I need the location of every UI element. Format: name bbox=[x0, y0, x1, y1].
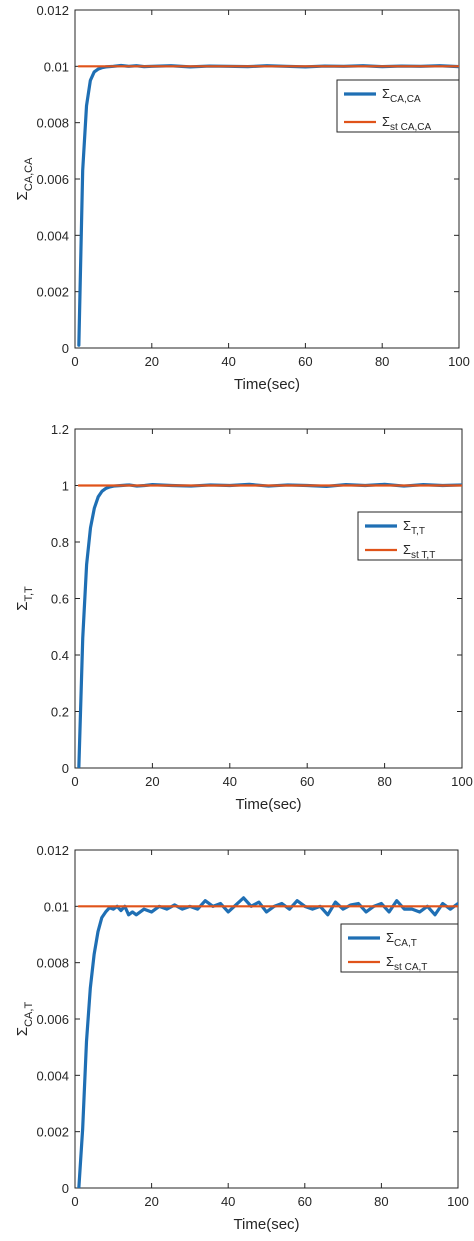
legend-entry-subscript: CA,CA bbox=[390, 94, 421, 105]
legend-entry-label: ΣT,T bbox=[403, 518, 425, 537]
y-tick-label: 1 bbox=[62, 479, 69, 494]
y-tick-label: 0.008 bbox=[36, 116, 69, 131]
legend-entry-subscript: CA,T bbox=[394, 938, 417, 949]
y-axis-label-symbol: Σ bbox=[14, 191, 31, 200]
x-tick-label: 20 bbox=[144, 1194, 158, 1209]
x-tick-label: 0 bbox=[71, 774, 78, 789]
x-tick-label: 100 bbox=[448, 354, 470, 369]
y-tick-label: 0 bbox=[62, 761, 69, 776]
y-tick-label: 0.002 bbox=[36, 285, 69, 300]
y-tick-label: 0.012 bbox=[36, 3, 69, 18]
y-axis-label-subscript: CA,CA bbox=[23, 157, 35, 191]
plot-area-frame bbox=[74, 849, 459, 1189]
x-axis-label: Time(sec) bbox=[234, 376, 300, 393]
legend-box bbox=[336, 79, 460, 133]
legend-entry-symbol: Σ bbox=[386, 954, 394, 969]
x-axis-label: Time(sec) bbox=[235, 796, 301, 813]
y-tick-label: 0.01 bbox=[44, 59, 69, 74]
y-tick-label: 0.4 bbox=[51, 648, 69, 663]
y-axis-label-text: ΣCA,T bbox=[14, 1002, 35, 1037]
y-tick-label: 0.008 bbox=[36, 956, 69, 971]
legend-entry-label: Σst T,T bbox=[403, 542, 435, 561]
x-tick-label: 40 bbox=[223, 774, 237, 789]
y-axis-label-subscript: CA,T bbox=[23, 1002, 35, 1027]
y-tick-label: 0.6 bbox=[51, 592, 69, 607]
legend-entry-label: Σst CA,CA bbox=[382, 114, 431, 133]
y-tick-label: 0.2 bbox=[51, 705, 69, 720]
y-tick-label: 0.004 bbox=[36, 1068, 69, 1083]
y-axis-label-symbol: Σ bbox=[14, 602, 31, 611]
y-tick-label: 0 bbox=[62, 341, 69, 356]
legend-entry-symbol: Σ bbox=[382, 114, 390, 129]
y-axis-label: ΣCA,T bbox=[14, 1002, 35, 1037]
y-tick-label: 0.012 bbox=[36, 843, 69, 858]
y-tick-label: 0.004 bbox=[36, 228, 69, 243]
legend-entry-symbol: Σ bbox=[403, 542, 411, 557]
x-tick-label: 40 bbox=[221, 354, 235, 369]
x-tick-label: 80 bbox=[374, 1194, 388, 1209]
x-tick-label: 0 bbox=[71, 354, 78, 369]
y-tick-label: 0.006 bbox=[36, 1012, 69, 1027]
x-tick-label: 60 bbox=[298, 1194, 312, 1209]
chart-panel-2: 0 20 40 60 80 10000.20.40.60.811.2Time(sec)ΣT… bbox=[14, 422, 473, 813]
x-tick-label: 40 bbox=[221, 1194, 235, 1209]
y-axis-label: ΣCA,CA bbox=[14, 157, 35, 201]
plot-area-frame bbox=[74, 428, 463, 769]
x-tick-label: 20 bbox=[145, 774, 159, 789]
x-tick-label: 60 bbox=[298, 354, 312, 369]
y-axis-label-text: ΣT,T bbox=[14, 586, 35, 611]
series-line-simulated bbox=[77, 896, 458, 1188]
y-axis-label: ΣT,T bbox=[14, 586, 35, 611]
legend-entry-subscript: st CA,CA bbox=[390, 122, 431, 133]
y-axis-label-subscript: T,T bbox=[23, 586, 35, 602]
legend-entry-subscript: T,T bbox=[411, 526, 425, 537]
legend-entry-symbol: Σ bbox=[403, 518, 411, 533]
x-tick-label: 0 bbox=[71, 1194, 78, 1209]
y-tick-label: 0.002 bbox=[36, 1125, 69, 1140]
legend-box bbox=[340, 923, 459, 973]
y-tick-label: 0.01 bbox=[44, 899, 69, 914]
y-tick-label: 1.2 bbox=[51, 422, 69, 437]
y-tick-label: 0 bbox=[62, 1181, 69, 1196]
x-tick-label: 100 bbox=[451, 774, 473, 789]
y-tick-label: 0.8 bbox=[51, 535, 69, 550]
x-axis-label: Time(sec) bbox=[233, 1216, 299, 1233]
x-tick-label: 100 bbox=[447, 1194, 469, 1209]
legend-entry-label: ΣCA,T bbox=[386, 930, 417, 949]
y-tick-label: 0.006 bbox=[36, 172, 69, 187]
legend-entry-subscript: st CA,T bbox=[394, 962, 427, 973]
legend-entry-subscript: st T,T bbox=[411, 550, 435, 561]
legend-entry-symbol: Σ bbox=[386, 930, 394, 945]
legend-entry-label: ΣCA,CA bbox=[382, 86, 421, 105]
legend-box bbox=[357, 511, 463, 561]
plot-area-frame bbox=[74, 9, 460, 349]
x-tick-label: 80 bbox=[377, 774, 391, 789]
y-axis-label-text: ΣCA,CA bbox=[14, 157, 35, 201]
x-tick-label: 80 bbox=[375, 354, 389, 369]
x-tick-label: 60 bbox=[300, 774, 314, 789]
legend-entry-label: Σst CA,T bbox=[386, 954, 427, 973]
y-axis-label-symbol: Σ bbox=[14, 1027, 31, 1036]
chart-panel-3: 0 20 40 60 80 100 0 0.002 0.004 0.006 0.008 0.01 0.0… bbox=[14, 843, 469, 1233]
chart-panel-1: 0 20 40 60 80 100 0 0.002 0.004 0.006 0.008 0.01 0.0… bbox=[14, 3, 470, 393]
x-tick-label: 20 bbox=[145, 354, 159, 369]
legend-entry-symbol: Σ bbox=[382, 86, 390, 101]
